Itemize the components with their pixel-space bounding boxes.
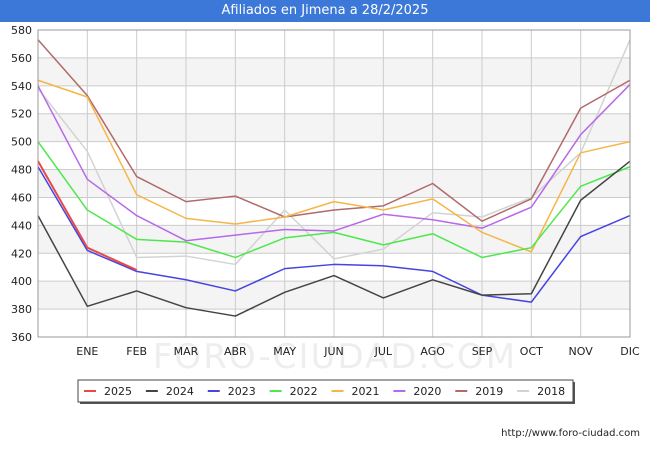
x-tick-label: ENE <box>76 345 98 358</box>
x-tick-label: SEP <box>472 345 493 358</box>
legend-box <box>77 379 574 403</box>
y-tick-label: 460 <box>11 191 32 204</box>
legend: 2025 2024 2023 2022 2021 2020 2019 2018 <box>77 379 575 404</box>
y-tick-label: 400 <box>11 275 32 288</box>
x-axis-ticks: ENE FEB MAR ABR MAY JUN JUL AGO SEP OCT NOV DIC <box>76 345 640 358</box>
y-tick-label: 420 <box>11 247 32 260</box>
x-tick-label: MAR <box>174 345 199 358</box>
y-tick-label: 500 <box>11 136 32 149</box>
x-tick-label: NOV <box>569 345 594 358</box>
legend-label-2020: 2020 <box>413 385 441 398</box>
series-lines <box>37 39 631 317</box>
x-tick-label: FEB <box>126 345 147 358</box>
y-tick-label: 380 <box>11 303 32 316</box>
series-line-2024 <box>37 160 631 317</box>
x-tick-label: AGO <box>420 345 445 358</box>
x-tick-label: OCT <box>520 345 543 358</box>
series-line-2022 <box>37 141 631 259</box>
series-line-2025 <box>37 160 138 271</box>
legend-label-2024: 2024 <box>166 385 194 398</box>
y-tick-label: 540 <box>11 80 32 93</box>
y-tick-label: 360 <box>11 331 32 344</box>
y-tick-label: 520 <box>11 108 32 121</box>
y-tick-label: 580 <box>11 24 32 37</box>
series-line-2020 <box>37 83 631 242</box>
legend-label-2022: 2022 <box>290 385 318 398</box>
y-tick-label: 440 <box>11 219 32 232</box>
legend-label-2021: 2021 <box>352 385 380 398</box>
y-tick-label: 480 <box>11 164 32 177</box>
legend-label-2023: 2023 <box>228 385 256 398</box>
series-line-2021 <box>37 79 631 253</box>
x-tick-label: DIC <box>620 345 640 358</box>
footer-url: http://www.foro-ciudad.com <box>501 428 640 439</box>
x-tick-label: JUN <box>323 345 344 358</box>
y-tick-label: 560 <box>11 52 32 65</box>
series-line-2019 <box>37 39 631 222</box>
plot-border <box>37 29 631 338</box>
x-tick-label: JUL <box>374 345 393 358</box>
series-line-2023 <box>37 166 631 303</box>
legend-label-2019: 2019 <box>475 385 503 398</box>
chart-title: Afiliados en Jimena a 28/2/2025 <box>0 0 650 22</box>
x-tick-label: MAY <box>273 345 296 358</box>
legend-label-2018: 2018 <box>537 385 565 398</box>
x-tick-label: ABR <box>224 345 247 358</box>
legend-label-2025: 2025 <box>104 385 132 398</box>
y-axis-ticks: 360 380 400 420 440 460 480 500 520 540 560 580 <box>11 24 32 344</box>
watermark: FORO-CIUDAD.COM <box>153 337 517 377</box>
